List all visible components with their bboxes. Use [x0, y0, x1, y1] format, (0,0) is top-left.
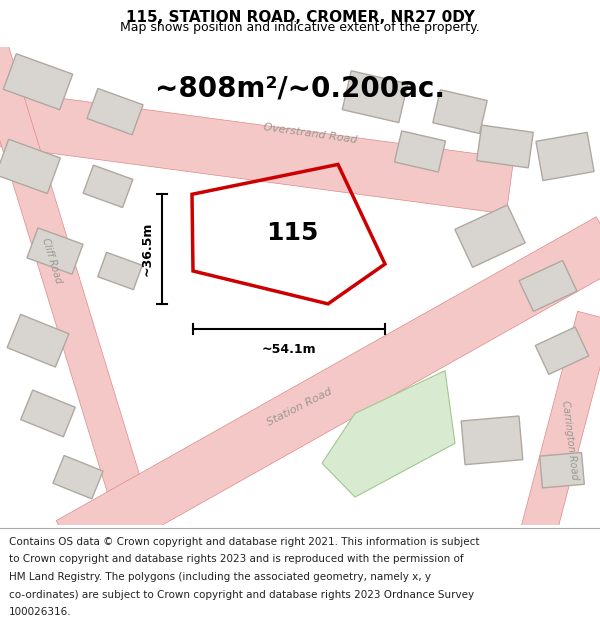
Text: 115, STATION ROAD, CROMER, NR27 0DY: 115, STATION ROAD, CROMER, NR27 0DY	[125, 10, 475, 25]
Text: Map shows position and indicative extent of the property.: Map shows position and indicative extent…	[120, 21, 480, 34]
Polygon shape	[342, 71, 408, 122]
Text: to Crown copyright and database rights 2023 and is reproduced with the permissio: to Crown copyright and database rights 2…	[9, 554, 464, 564]
Text: 100026316.: 100026316.	[9, 607, 71, 617]
Polygon shape	[0, 84, 514, 214]
Text: Carrington Road: Carrington Road	[560, 400, 580, 481]
Text: Station Road: Station Road	[266, 387, 334, 428]
Polygon shape	[536, 132, 594, 181]
Polygon shape	[4, 54, 73, 110]
Text: ~54.1m: ~54.1m	[262, 342, 316, 356]
Polygon shape	[535, 327, 589, 374]
Polygon shape	[98, 253, 142, 289]
Text: Contains OS data © Crown copyright and database right 2021. This information is : Contains OS data © Crown copyright and d…	[9, 537, 479, 547]
Polygon shape	[477, 125, 533, 168]
Polygon shape	[539, 452, 584, 488]
Polygon shape	[394, 131, 446, 172]
Polygon shape	[322, 371, 455, 497]
Polygon shape	[461, 416, 523, 464]
Text: ~808m²/~0.200ac.: ~808m²/~0.200ac.	[155, 75, 445, 102]
Polygon shape	[7, 314, 69, 367]
Text: 115: 115	[266, 221, 318, 245]
Polygon shape	[27, 228, 83, 274]
Polygon shape	[0, 139, 61, 194]
Polygon shape	[20, 390, 76, 437]
Text: ~36.5m: ~36.5m	[141, 222, 154, 276]
Polygon shape	[87, 89, 143, 135]
Polygon shape	[519, 261, 577, 311]
Text: Overstrand Road: Overstrand Road	[262, 122, 358, 145]
Polygon shape	[56, 217, 600, 569]
Polygon shape	[83, 165, 133, 208]
Text: HM Land Registry. The polygons (including the associated geometry, namely x, y: HM Land Registry. The polygons (includin…	[9, 572, 431, 582]
Text: Cliff Road: Cliff Road	[40, 237, 64, 285]
Polygon shape	[455, 205, 525, 268]
Text: co-ordinates) are subject to Crown copyright and database rights 2023 Ordnance S: co-ordinates) are subject to Crown copyr…	[9, 589, 474, 599]
Polygon shape	[0, 42, 147, 510]
Polygon shape	[53, 456, 103, 499]
Polygon shape	[433, 90, 487, 134]
Polygon shape	[518, 311, 600, 549]
